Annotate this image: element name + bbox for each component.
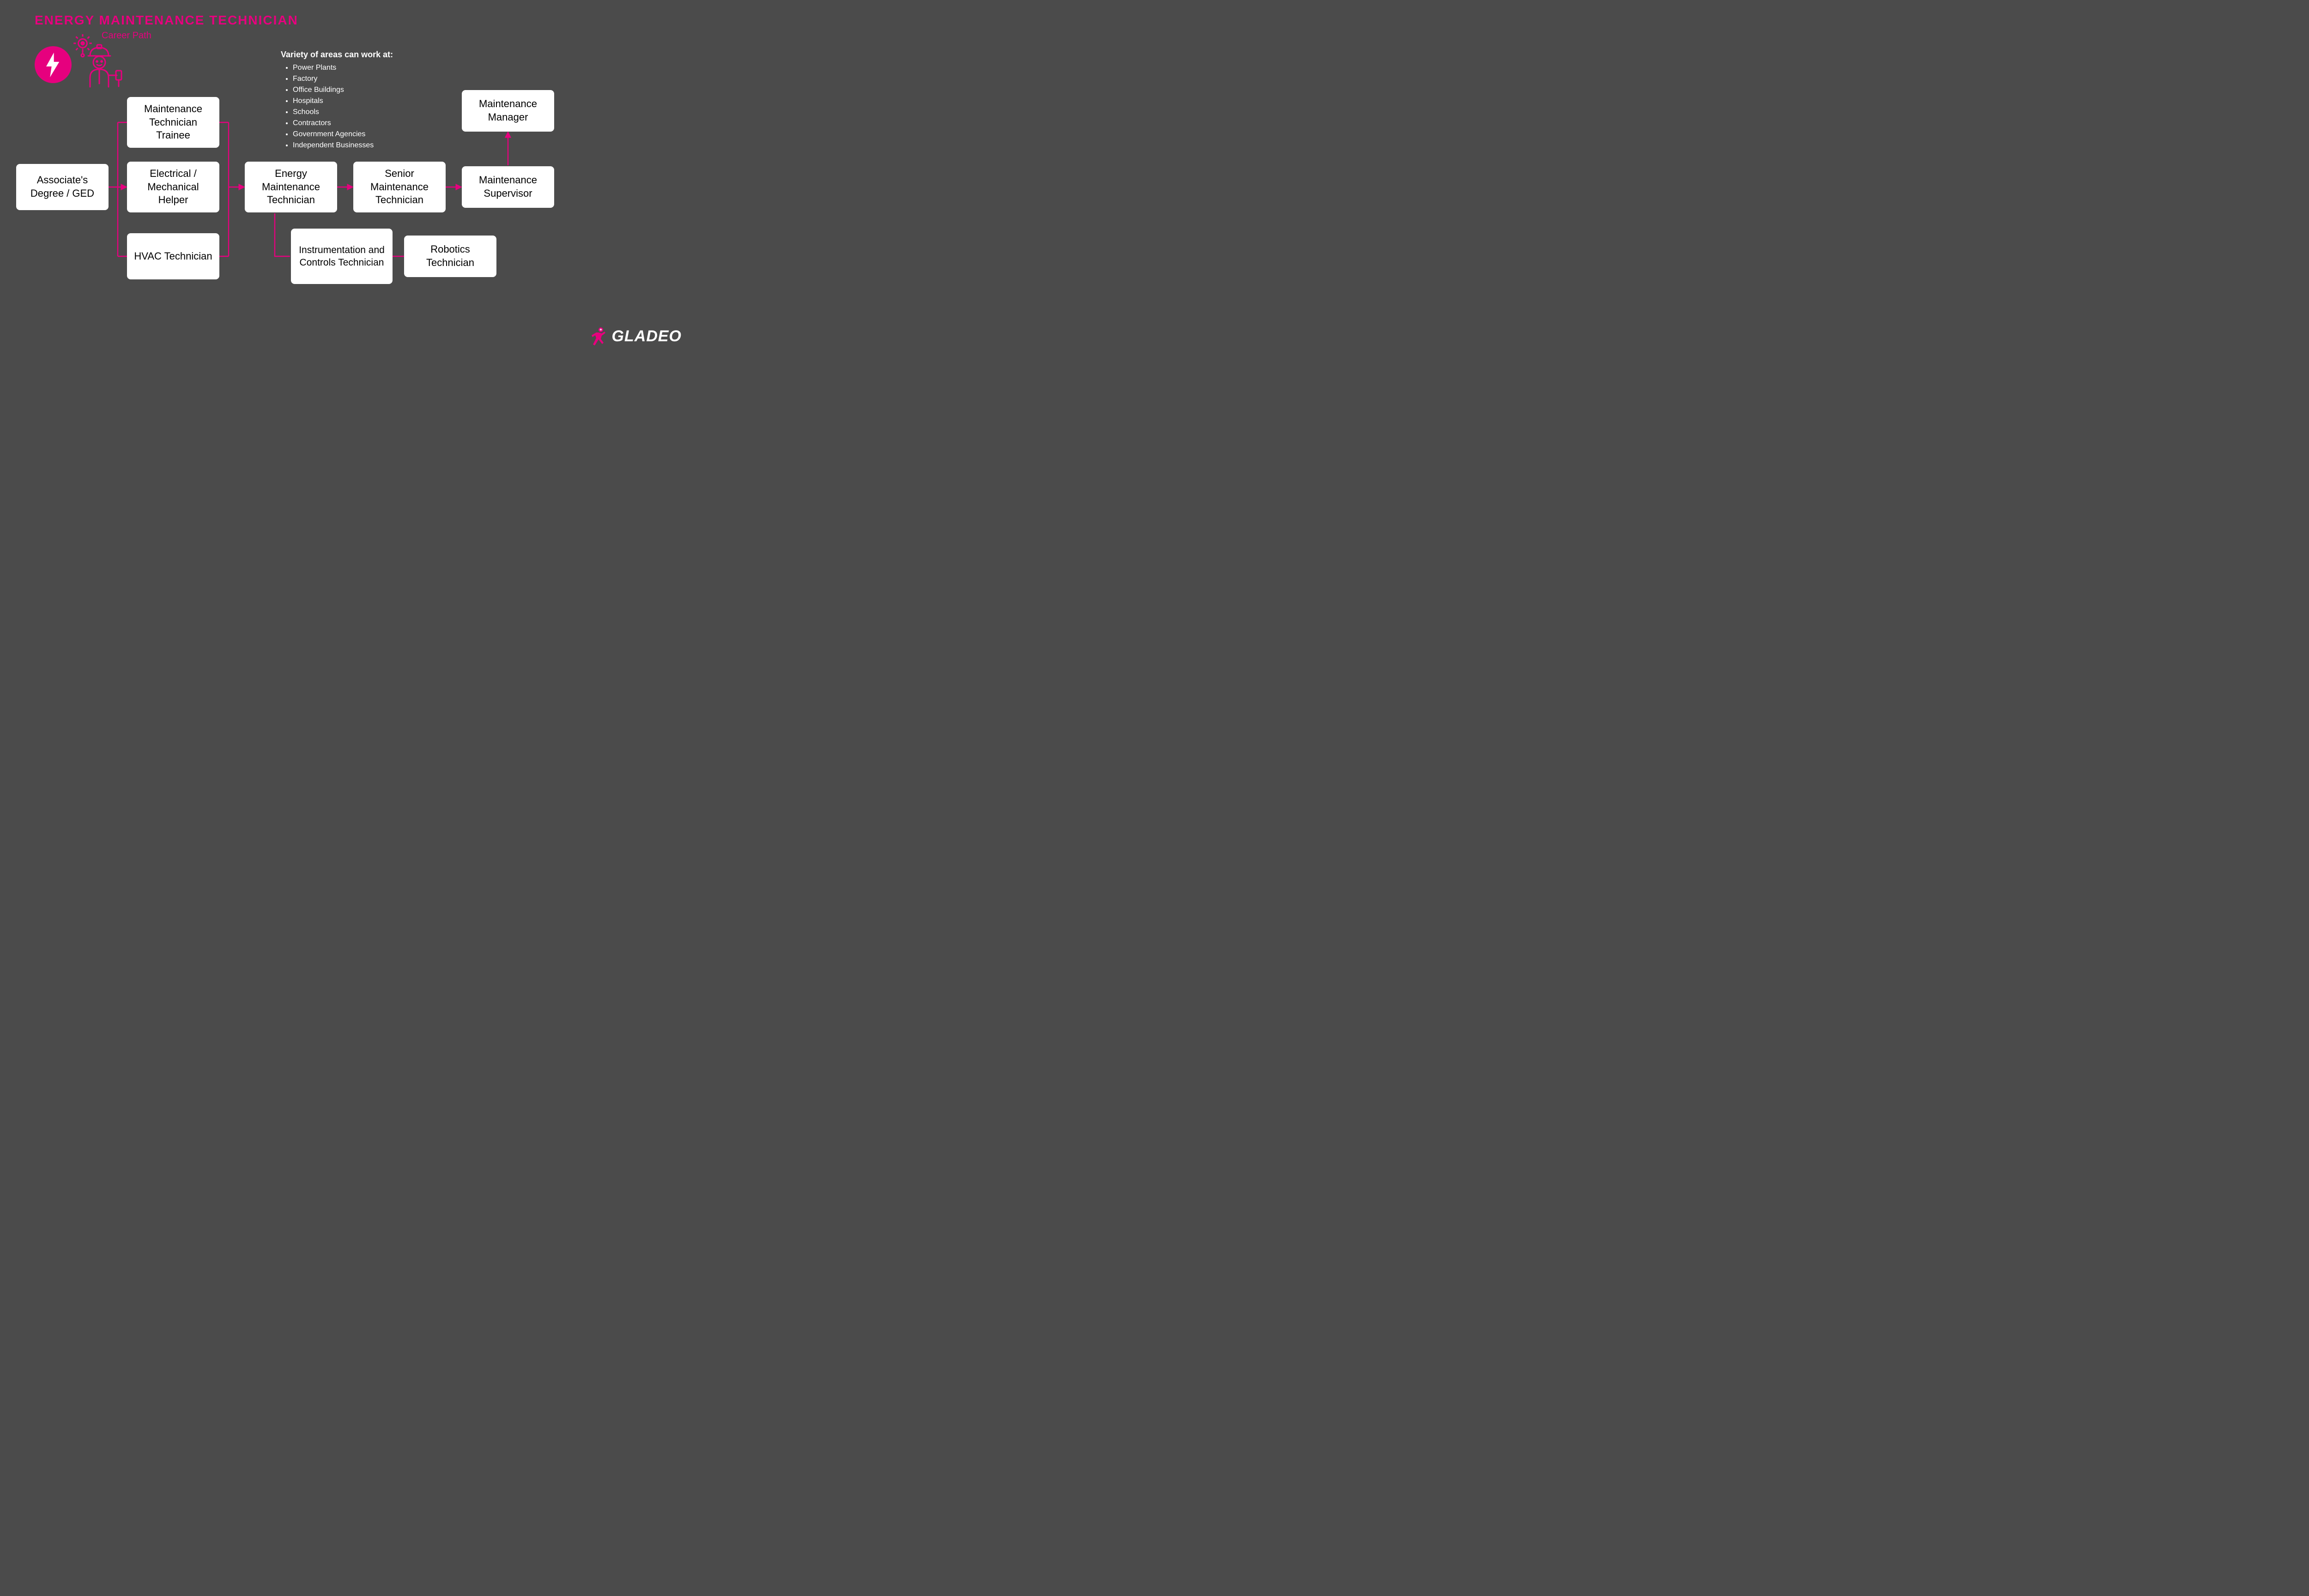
work-areas-block: Variety of areas can work at: Power Plan…	[281, 50, 429, 151]
node-label: Instrumentation and Controls Technician	[296, 244, 387, 269]
header-icon-group	[35, 35, 118, 90]
brand-name: GLADEO	[612, 327, 682, 345]
node-label: Robotics Technician	[410, 243, 491, 269]
node-label: Maintenance Technician Trainee	[133, 103, 214, 142]
node-label: Associate's Degree / GED	[22, 174, 103, 200]
work-area-item: Contractors	[293, 118, 429, 129]
node-label: Maintenance Manager	[467, 97, 549, 124]
node-hvac: HVAC Technician	[127, 233, 219, 279]
svg-text:G: G	[600, 329, 601, 331]
work-area-item: Power Plants	[293, 62, 429, 73]
node-trainee: Maintenance Technician Trainee	[127, 97, 219, 148]
brand-runner-icon: G	[591, 327, 607, 345]
node-senior: Senior Maintenance Technician	[353, 162, 446, 212]
node-emt: Energy Maintenance Technician	[245, 162, 337, 212]
node-label: Electrical / Mechanical Helper	[133, 167, 214, 207]
worker-icon	[81, 43, 122, 89]
node-label: Senior Maintenance Technician	[359, 167, 440, 207]
node-instr: Instrumentation and Controls Technician	[291, 229, 393, 284]
work-area-item: Schools	[293, 107, 429, 118]
node-label: HVAC Technician	[134, 250, 212, 263]
work-area-item: Factory	[293, 73, 429, 85]
node-supervisor: Maintenance Supervisor	[462, 166, 554, 208]
node-label: Energy Maintenance Technician	[250, 167, 332, 207]
energy-bolt-icon	[35, 46, 72, 83]
node-helper: Electrical / Mechanical Helper	[127, 162, 219, 212]
work-area-item: Government Agencies	[293, 129, 429, 140]
page-title: ENERGY MAINTENANCE TECHNICIAN	[35, 13, 298, 28]
node-robotics: Robotics Technician	[404, 236, 496, 277]
node-label: Maintenance Supervisor	[467, 174, 549, 200]
work-area-item: Hospitals	[293, 96, 429, 107]
node-degree: Associate's Degree / GED	[16, 164, 109, 210]
work-area-item: Independent Businesses	[293, 140, 429, 151]
work-areas-list: Power PlantsFactoryOffice BuildingsHospi…	[281, 62, 429, 151]
brand-logo: G GLADEO	[591, 327, 682, 345]
node-manager: Maintenance Manager	[462, 90, 554, 132]
work-areas-title: Variety of areas can work at:	[281, 50, 429, 60]
work-area-item: Office Buildings	[293, 85, 429, 96]
